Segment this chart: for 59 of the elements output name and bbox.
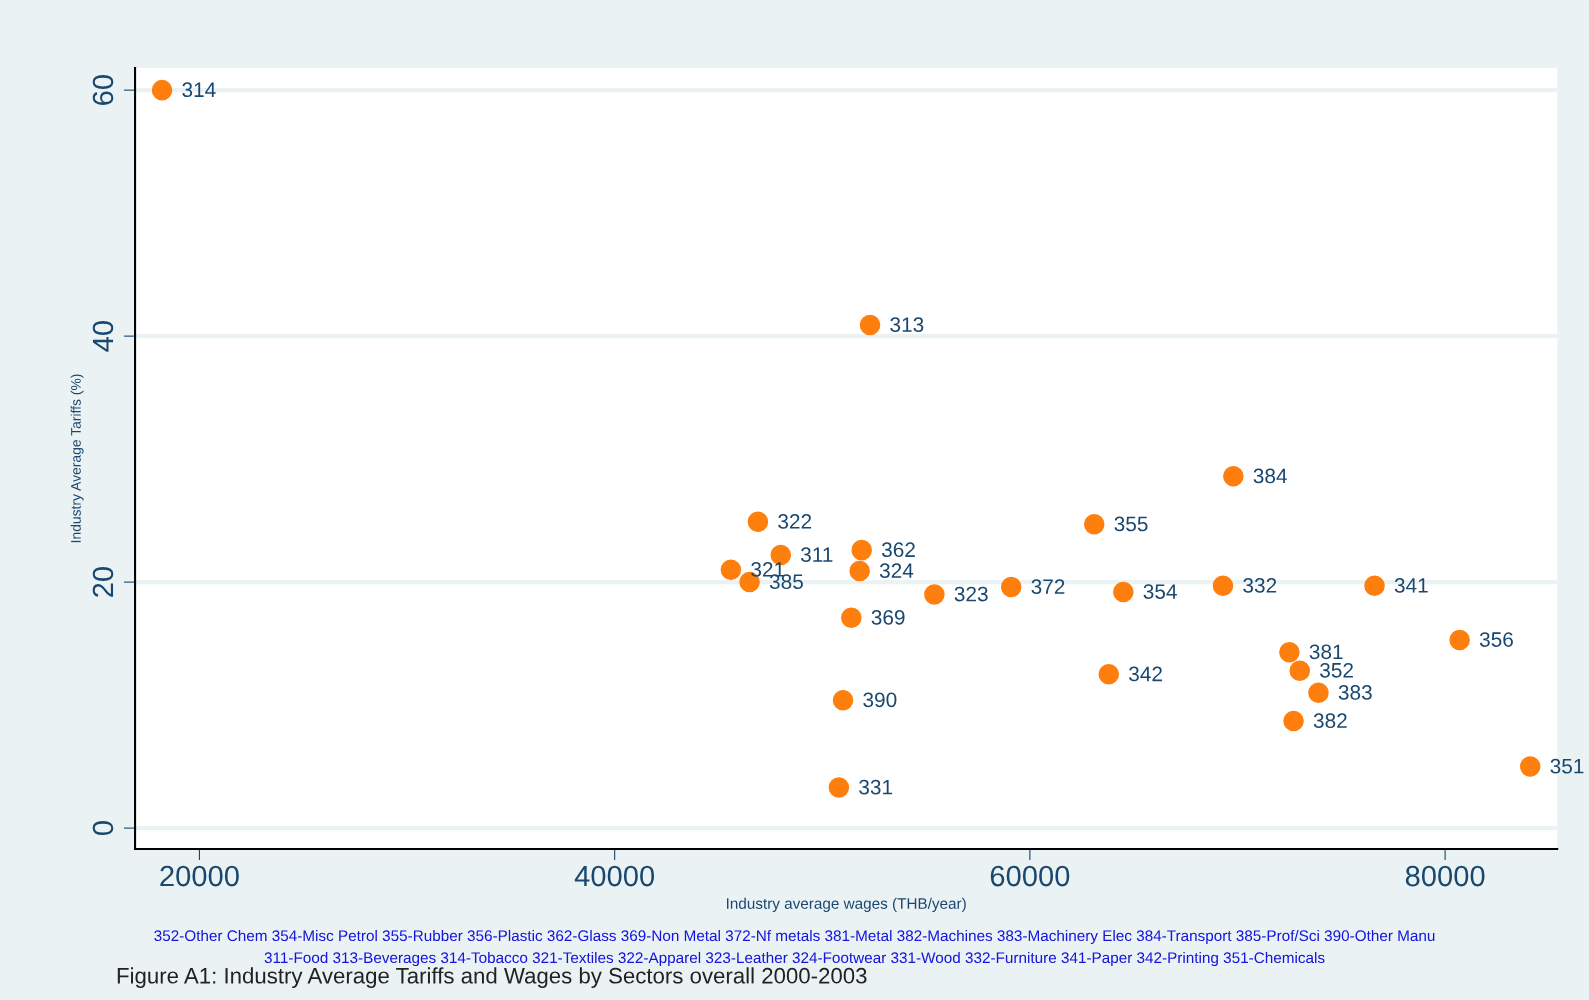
annotation: 369 (871, 610, 905, 625)
point (151, 79, 173, 101)
annotation: 331 (859, 779, 893, 795)
annotation: 354 (1143, 584, 1177, 599)
point (851, 539, 872, 561)
y-tick-label: 20 (92, 567, 114, 597)
annotation: 322 (778, 514, 812, 529)
annotation: 314 (182, 82, 216, 98)
point (924, 584, 945, 605)
point (1083, 514, 1105, 535)
annotation: 382 (1313, 713, 1347, 729)
x-tick-label: 40000 (574, 865, 655, 887)
point (1364, 575, 1385, 597)
annotation: 341 (1394, 578, 1428, 593)
annotation: 390 (863, 692, 897, 708)
point (1283, 710, 1304, 732)
point (859, 314, 881, 336)
point (1279, 641, 1300, 663)
x-tick-label: 80000 (1405, 865, 1485, 887)
annotation: 324 (879, 563, 914, 579)
annotation: 356 (1479, 632, 1513, 647)
point (1519, 756, 1541, 777)
point (720, 559, 742, 581)
x-axis-title: Industry average wages (THB/year) (726, 897, 966, 912)
annotation: 313 (890, 317, 924, 333)
annotation: 381 (1309, 644, 1343, 660)
point (841, 607, 862, 629)
y-tick-label: 40 (92, 321, 114, 352)
point (849, 560, 870, 582)
annotation: 362 (881, 542, 915, 558)
text: Figure A1: Industry Average Tariffs and Wages by Sectors overall 2000-2003 (117, 967, 867, 988)
point (832, 689, 854, 711)
point (1289, 660, 1311, 681)
point (747, 511, 769, 533)
point (1212, 575, 1234, 597)
y-tick-label: 60 (92, 75, 114, 105)
annotation: 332 (1243, 578, 1277, 593)
point (1449, 629, 1470, 651)
annotation: 383 (1338, 685, 1372, 700)
point (828, 777, 850, 798)
y-tick-label: 0 (92, 821, 114, 836)
annotation: 355 (1114, 516, 1148, 532)
point (1000, 576, 1022, 598)
annotation: 372 (1031, 579, 1065, 595)
annotation: 384 (1253, 468, 1287, 484)
point (1113, 581, 1134, 603)
y-axis-title: Industry Average Tariffs (%) (70, 374, 84, 543)
annotation: 323 (954, 586, 988, 602)
x-tick-label: 20000 (160, 865, 239, 887)
text: 352-Other Chem 354-Misc Petrol 355-Rubber 356-Plastic 362-Glass 369-Non Metal 372-Nf metals 381-Metal 382-Machines 383-Machinery Elec 384-Transport 385-Prof/Sci 390-Other Manu (154, 929, 1435, 945)
point (1308, 682, 1329, 704)
annotation: 352 (1320, 662, 1353, 678)
point (1098, 664, 1120, 685)
annotation: 351 (1550, 758, 1584, 774)
x-tick-label: 60000 (990, 865, 1070, 887)
point (1223, 466, 1244, 487)
text: 311-Food 313-Beverages 314-Tobacco 321-Textiles 322-Apparel 323-Leather 324-Footwear 331-Wood 332-Furniture 341-Paper 342-Printing 351-Chemicals (264, 951, 1325, 967)
annotation: 342 (1129, 666, 1162, 682)
annotation: 311 (800, 547, 833, 563)
